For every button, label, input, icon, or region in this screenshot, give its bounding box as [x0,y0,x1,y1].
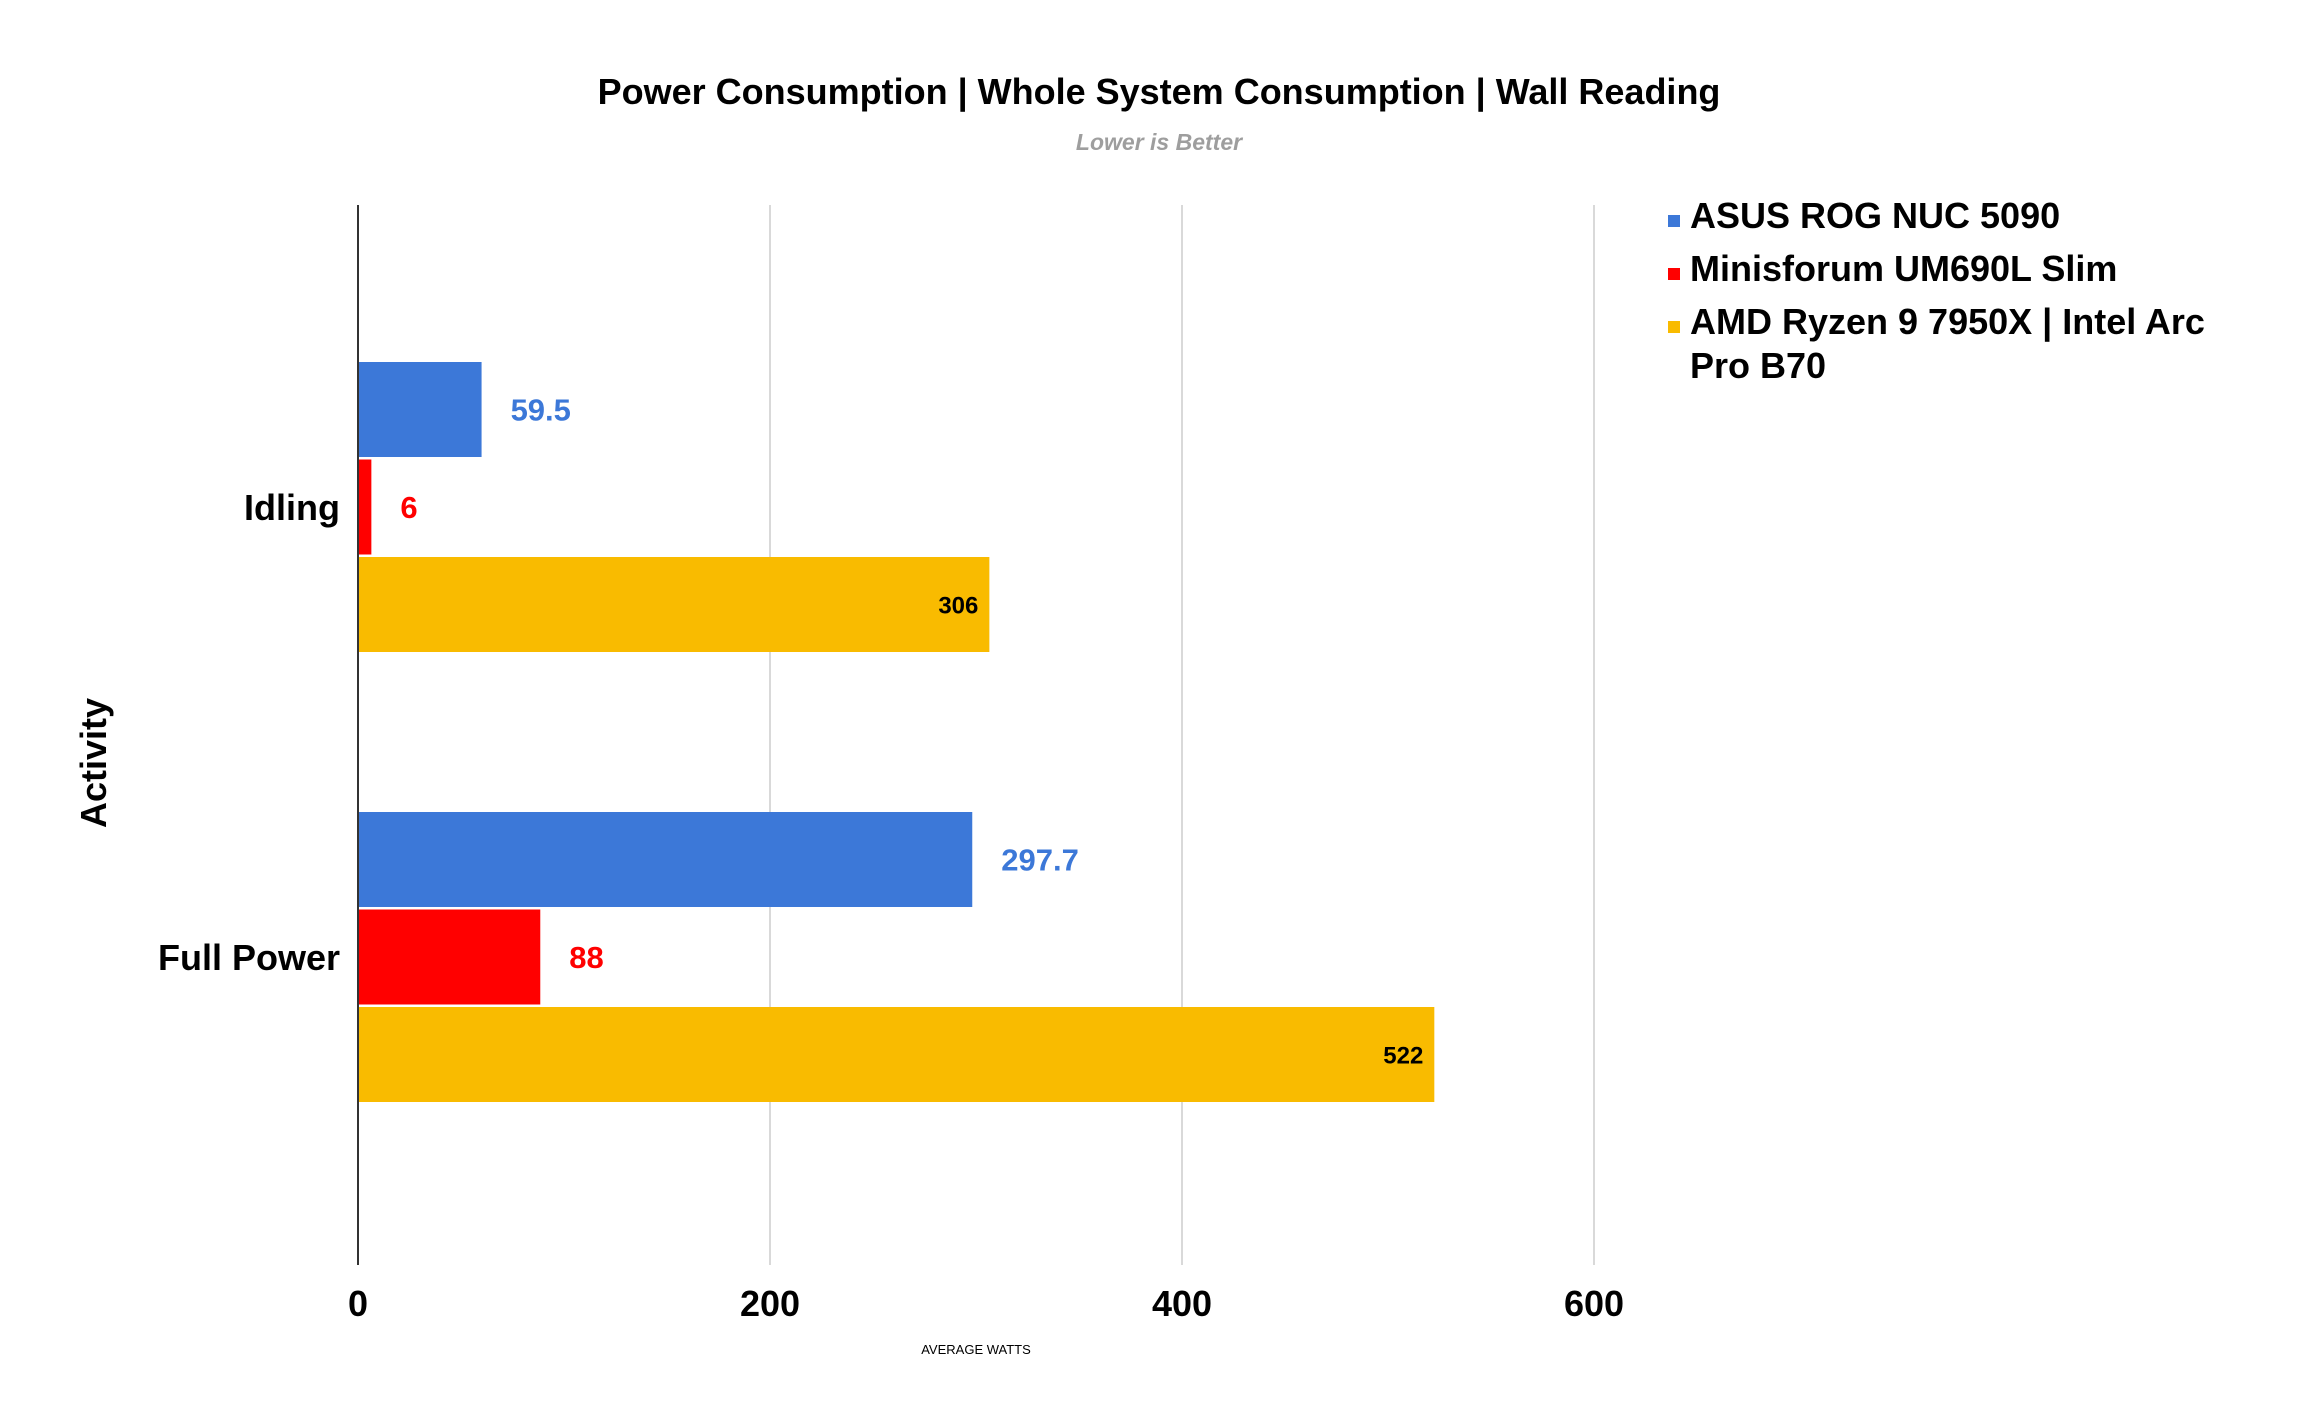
x-tick-label: 400 [1152,1283,1212,1324]
legend-entry: Minisforum UM690L Slim [1690,248,2117,289]
x-tick-label: 200 [740,1283,800,1324]
chart-subtitle: Lower is Better [1076,129,1243,155]
data-label: 306 [938,593,978,620]
x-tick-label: 0 [348,1283,368,1324]
chart-title: Power Consumption | Whole System Consump… [598,71,1721,113]
bar [359,1007,1435,1102]
y-axis-title: Activity [73,698,114,828]
bar [359,362,482,457]
data-labels: 59.5 6 306 297.7 88 522 [400,393,1423,1070]
legend-entry: ASUS ROG NUC 5090 [1690,195,2060,236]
legend-swatch [1668,321,1680,333]
bar [359,557,990,652]
gridlines [357,205,1595,1265]
category-label: Full Power [158,937,340,978]
bar [359,909,541,1005]
legend-swatch [1668,268,1680,280]
x-axis-ticks: 0 200 400 600 [348,1283,1624,1324]
data-label: 522 [1383,1043,1423,1070]
legend-swatch [1668,215,1680,227]
bar [359,812,973,907]
data-label: 88 [569,940,603,975]
data-label: 297.7 [1001,843,1079,878]
legend-entry: AMD Ryzen 9 7950X | Intel Arc Pro B70 [1690,301,2205,386]
data-label: 59.5 [511,393,571,428]
bars [359,362,1435,1102]
data-label: 6 [400,490,417,525]
category-label: Idling [244,487,340,528]
x-axis-title: AVERAGE WATTS [921,1342,1031,1357]
legend: ASUS ROG NUC 5090 Minisforum UM690L Slim A… [1668,195,2205,386]
bar [359,459,372,555]
y-axis-categories: Idling Full Power [158,487,340,978]
x-tick-label: 600 [1564,1283,1624,1324]
